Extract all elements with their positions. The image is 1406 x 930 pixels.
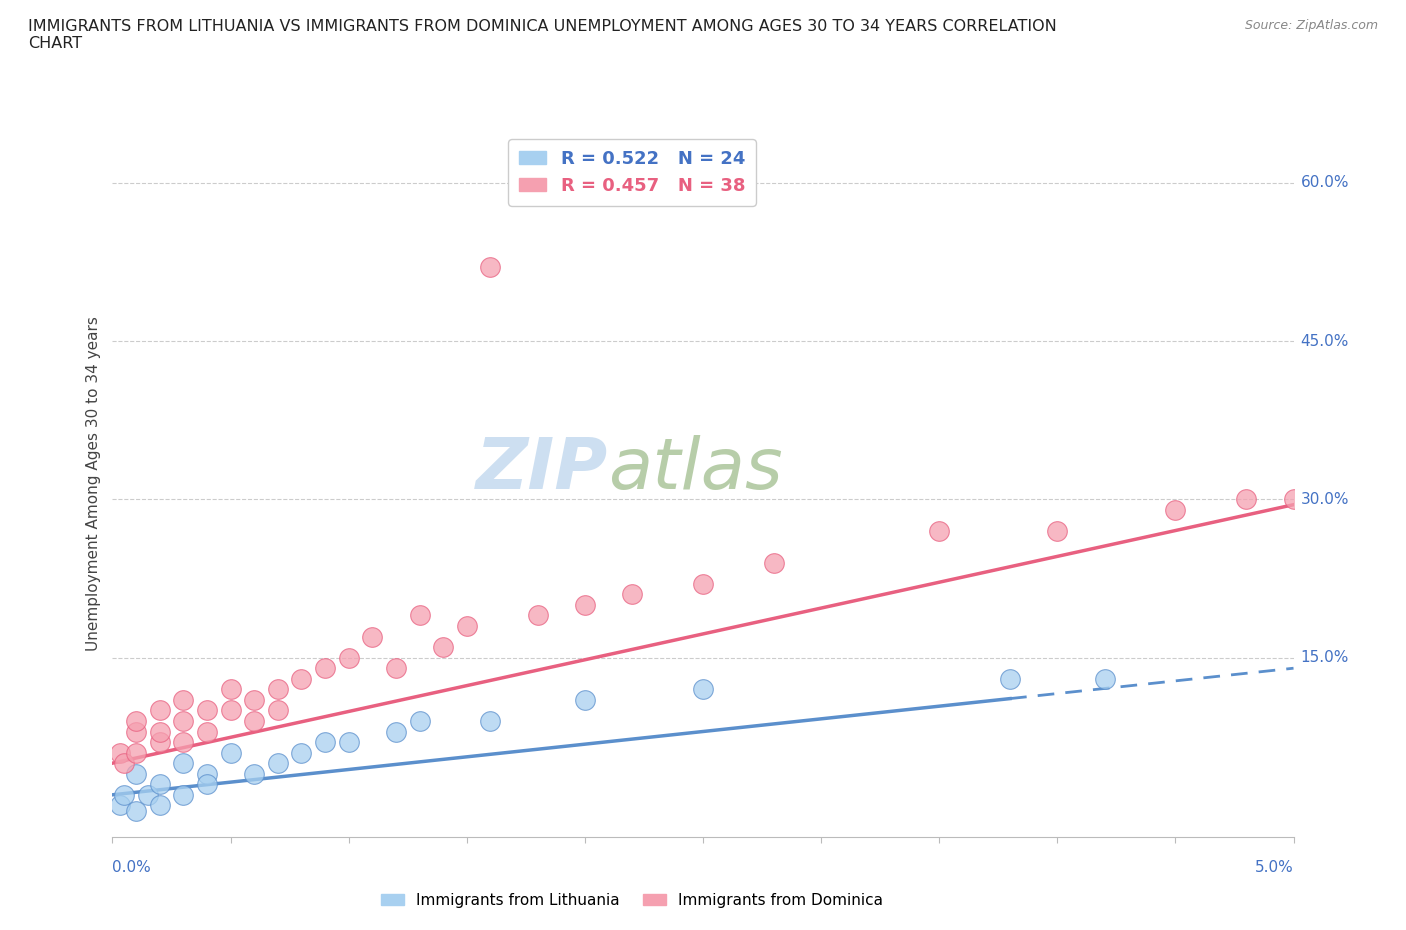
Text: 30.0%: 30.0% <box>1301 492 1348 507</box>
Point <box>762 555 785 570</box>
Point <box>195 703 218 718</box>
Text: Source: ZipAtlas.com: Source: ZipAtlas.com <box>1244 19 1378 32</box>
Point <box>1234 492 1257 507</box>
Point <box>385 724 408 739</box>
Point <box>149 724 172 739</box>
Point <box>195 766 218 781</box>
Point <box>149 703 172 718</box>
Point <box>1094 671 1116 686</box>
Point <box>408 713 430 728</box>
Point <box>314 661 336 676</box>
Point <box>125 804 148 818</box>
Text: 45.0%: 45.0% <box>1301 334 1348 349</box>
Point <box>267 703 290 718</box>
Point <box>361 629 384 644</box>
Point <box>526 608 548 623</box>
Point <box>108 745 131 760</box>
Point <box>136 788 159 803</box>
Text: 0.0%: 0.0% <box>112 860 152 875</box>
Point <box>1046 524 1069 538</box>
Y-axis label: Unemployment Among Ages 30 to 34 years: Unemployment Among Ages 30 to 34 years <box>86 316 101 651</box>
Point <box>172 756 194 771</box>
Point <box>172 713 194 728</box>
Legend: Immigrants from Lithuania, Immigrants from Dominica: Immigrants from Lithuania, Immigrants fr… <box>375 887 889 914</box>
Point <box>290 745 312 760</box>
Point <box>998 671 1021 686</box>
Point <box>243 766 266 781</box>
Point <box>149 735 172 750</box>
Point <box>219 745 242 760</box>
Point <box>267 682 290 697</box>
Text: IMMIGRANTS FROM LITHUANIA VS IMMIGRANTS FROM DOMINICA UNEMPLOYMENT AMONG AGES 30: IMMIGRANTS FROM LITHUANIA VS IMMIGRANTS … <box>28 19 1057 51</box>
Point <box>125 713 148 728</box>
Point <box>574 693 596 708</box>
Point <box>408 608 430 623</box>
Point <box>125 724 148 739</box>
Text: 15.0%: 15.0% <box>1301 650 1348 665</box>
Point <box>112 788 135 803</box>
Point <box>172 693 194 708</box>
Point <box>267 756 290 771</box>
Point <box>1164 502 1187 517</box>
Point <box>337 650 360 665</box>
Point <box>108 798 131 813</box>
Point <box>112 756 135 771</box>
Point <box>172 735 194 750</box>
Point <box>195 777 218 791</box>
Point <box>621 587 644 602</box>
Point <box>479 713 502 728</box>
Point <box>125 766 148 781</box>
Point <box>432 640 454 655</box>
Point <box>243 713 266 728</box>
Text: ZIP: ZIP <box>477 435 609 504</box>
Text: 5.0%: 5.0% <box>1254 860 1294 875</box>
Point <box>149 777 172 791</box>
Point <box>219 703 242 718</box>
Point <box>692 682 714 697</box>
Point <box>290 671 312 686</box>
Text: atlas: atlas <box>609 435 783 504</box>
Point <box>195 724 218 739</box>
Point <box>337 735 360 750</box>
Point <box>385 661 408 676</box>
Point <box>456 618 478 633</box>
Point <box>314 735 336 750</box>
Point <box>149 798 172 813</box>
Point <box>125 745 148 760</box>
Point <box>574 597 596 612</box>
Point <box>928 524 950 538</box>
Point <box>692 577 714 591</box>
Point <box>1282 492 1305 507</box>
Point <box>479 259 502 274</box>
Text: 60.0%: 60.0% <box>1301 176 1348 191</box>
Point <box>219 682 242 697</box>
Point <box>243 693 266 708</box>
Point <box>172 788 194 803</box>
